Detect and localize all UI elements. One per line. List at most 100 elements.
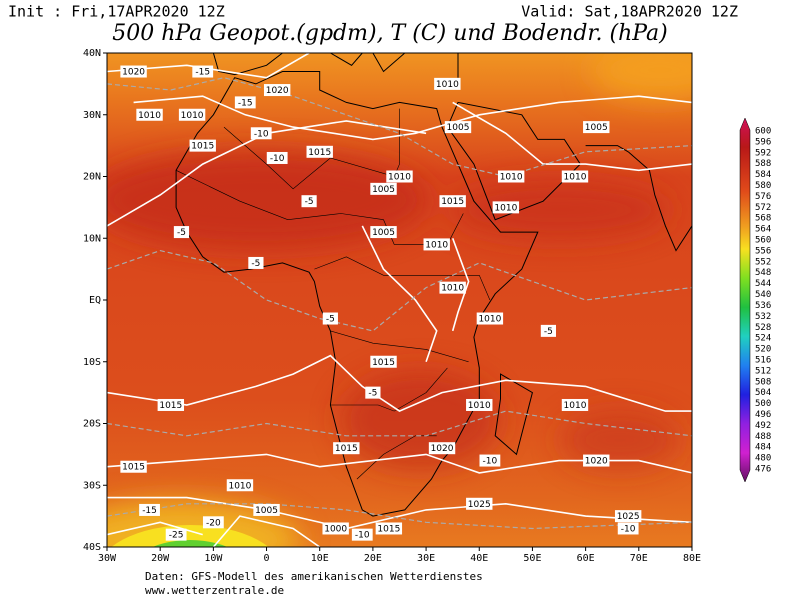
- coastline: [627, 151, 692, 252]
- contour-label-box: [492, 201, 520, 214]
- yellow-field: [111, 525, 269, 547]
- colorbar-label: 532: [755, 312, 771, 322]
- contour-label-box: [370, 226, 397, 239]
- contour-labels: 1020 1010 1010 1015 1020 1010 1005 1015 1005 1010…: [120, 65, 642, 541]
- contour-label: 1010: [478, 315, 501, 325]
- contour-label-box: [157, 398, 185, 411]
- contour-label: 1005: [372, 185, 395, 195]
- colorbar-label: 528: [755, 323, 771, 333]
- contour-label-box: [266, 151, 288, 164]
- contour-label-box: [476, 312, 504, 325]
- lon-label: 0: [264, 553, 270, 564]
- contour-label: 1015: [308, 148, 331, 158]
- contour-label-box: [139, 503, 160, 516]
- coastlines: [175, 53, 692, 517]
- coastline: [494, 373, 533, 456]
- contour-label-box: [165, 528, 187, 541]
- contour-label-box: [444, 121, 472, 134]
- contour-label: 1005: [447, 123, 470, 133]
- coastline: [446, 101, 581, 221]
- border: [330, 367, 448, 412]
- lon-label: 70E: [630, 553, 648, 564]
- lon-label: 10W: [204, 553, 223, 564]
- contour-label: 1010: [425, 240, 448, 250]
- contour-label-box: [466, 497, 493, 510]
- contour-label: -5: [251, 259, 260, 269]
- contour-label-box: [248, 256, 264, 269]
- contour-label-box: [479, 454, 501, 467]
- lon-label: 80E: [683, 553, 701, 564]
- contour-label-box: [301, 195, 317, 208]
- contour-label: -10: [355, 531, 370, 541]
- contour-label-box: [120, 460, 147, 473]
- colorbar-label: 576: [755, 192, 771, 202]
- colorbar-label: 588: [755, 159, 771, 169]
- coastline: [372, 53, 406, 73]
- lat-label: EQ: [89, 295, 101, 306]
- colorbar-label: 488: [755, 432, 771, 442]
- contour-label: 1005: [585, 123, 608, 133]
- colorbar-label: 560: [755, 236, 771, 246]
- contour-label: -10: [270, 154, 285, 164]
- contour-label-box: [540, 324, 556, 337]
- contour-label: 1010: [494, 203, 517, 213]
- colorbar-label: 568: [755, 214, 771, 224]
- contour-label: 1010: [181, 111, 204, 121]
- contour-label: 1015: [377, 524, 400, 534]
- contour-label: 1010: [441, 284, 464, 294]
- contour-label: 1020: [585, 457, 608, 467]
- colorbar-label: 500: [755, 399, 771, 409]
- contour-label-box: [253, 503, 280, 516]
- lat-label: 30N: [83, 110, 101, 121]
- isobar: [212, 515, 321, 547]
- lon-label: 30W: [98, 553, 117, 564]
- lon-label: 10E: [311, 553, 329, 564]
- contour-label-box: [561, 170, 589, 183]
- colorbar: 6005965925885845805765725685645605565525…: [739, 117, 771, 483]
- colorbar-label: 504: [755, 388, 771, 398]
- source-url: www.wetterzentrale.de: [145, 584, 284, 597]
- colorbar-label: 544: [755, 279, 771, 289]
- contour-label: 1020: [266, 86, 289, 96]
- contour-label-box: [614, 510, 642, 523]
- isobars: [107, 53, 692, 547]
- coastline: [330, 53, 363, 66]
- lon-label: 60E: [577, 553, 595, 564]
- contour-label: 1015: [335, 444, 358, 454]
- contour-label-box: [202, 516, 224, 529]
- isobar: [133, 95, 692, 141]
- isotherm: [107, 410, 692, 437]
- contour-label: 1015: [191, 142, 214, 152]
- contour-label: -10: [483, 457, 498, 467]
- lat-label: 10S: [83, 357, 101, 368]
- contour-label-box: [497, 170, 525, 183]
- contour-label-box: [351, 528, 373, 541]
- contour-label-box: [263, 84, 291, 97]
- contour-label: -5: [326, 315, 335, 325]
- contour-label: 1020: [122, 68, 145, 78]
- valid-time: Valid: Sat,18APR2020 12Z: [521, 3, 738, 21]
- colorbar-label: 524: [755, 334, 771, 344]
- isobar: [107, 53, 310, 79]
- coastline: [212, 53, 283, 76]
- contour-label-box: [192, 65, 214, 78]
- contour-label-box: [306, 145, 333, 158]
- lat-label: 40N: [83, 48, 101, 59]
- contour-label: 1010: [388, 173, 411, 183]
- colorbar-label: 584: [755, 170, 771, 180]
- colorbar-label: 480: [755, 454, 771, 464]
- contour-label-box: [370, 182, 397, 195]
- contour-label-box: [428, 442, 456, 455]
- colorbar-label: 572: [755, 203, 771, 213]
- contour-label: 1015: [372, 358, 395, 368]
- contour-label-box: [226, 479, 254, 492]
- contour-label: -10: [254, 129, 269, 139]
- contour-label-box: [434, 77, 461, 90]
- contour-label-box: [386, 170, 413, 183]
- isobar: [107, 521, 203, 536]
- contour-label: 1015: [159, 401, 182, 411]
- lat-label: 20N: [83, 172, 101, 183]
- contour-label: 1010: [500, 173, 523, 183]
- lat-label: 20S: [83, 419, 101, 430]
